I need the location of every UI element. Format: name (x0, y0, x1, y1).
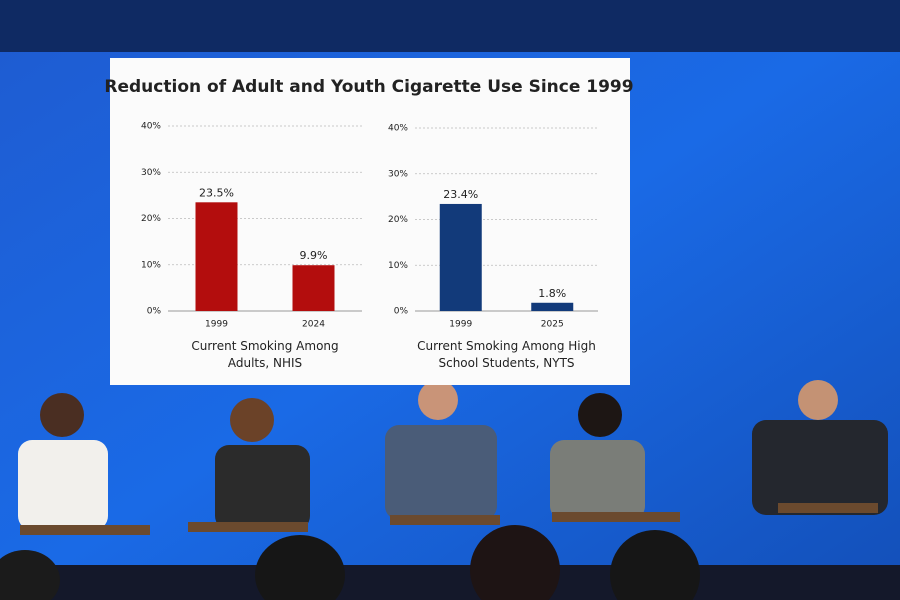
ceiling (0, 0, 900, 52)
x-tick-label: 1999 (205, 320, 228, 330)
y-tick-label: 30% (141, 168, 161, 178)
value-label: 1.8% (538, 287, 566, 300)
y-tick-label: 40% (141, 122, 161, 132)
y-tick-label: 20% (141, 214, 161, 224)
x-tick-label: 1999 (449, 320, 472, 330)
y-tick-label: 20% (388, 215, 408, 225)
x-tick-label: 2025 (541, 320, 564, 330)
x-axis-title: Current Smoking Among Adults, NHIS (191, 339, 339, 370)
panelists (0, 380, 888, 600)
bar (439, 203, 482, 311)
stage (0, 565, 900, 600)
y-tick-label: 0% (394, 307, 409, 317)
x-axis-title: Current Smoking Among High School Studen… (417, 339, 596, 370)
bar (195, 202, 238, 311)
x-axis-title-box: Current Smoking Among Adults, NHIS (191, 339, 339, 370)
y-tick-label: 10% (388, 261, 408, 271)
y-tick-label: 40% (388, 124, 408, 134)
bar (292, 265, 335, 311)
x-tick-label: 2024 (302, 320, 325, 330)
value-label: 23.4% (443, 188, 478, 201)
bar (531, 302, 574, 311)
x-axis-title-box: Current Smoking Among High School Studen… (417, 339, 596, 370)
y-tick-label: 10% (141, 260, 161, 270)
y-tick-label: 0% (147, 307, 162, 317)
slide (110, 58, 630, 385)
y-tick-label: 30% (388, 169, 408, 179)
slide-title: Reduction of Adult and Youth Cigarette U… (104, 77, 633, 97)
value-label: 9.9% (300, 249, 328, 262)
value-label: 23.5% (199, 186, 234, 199)
